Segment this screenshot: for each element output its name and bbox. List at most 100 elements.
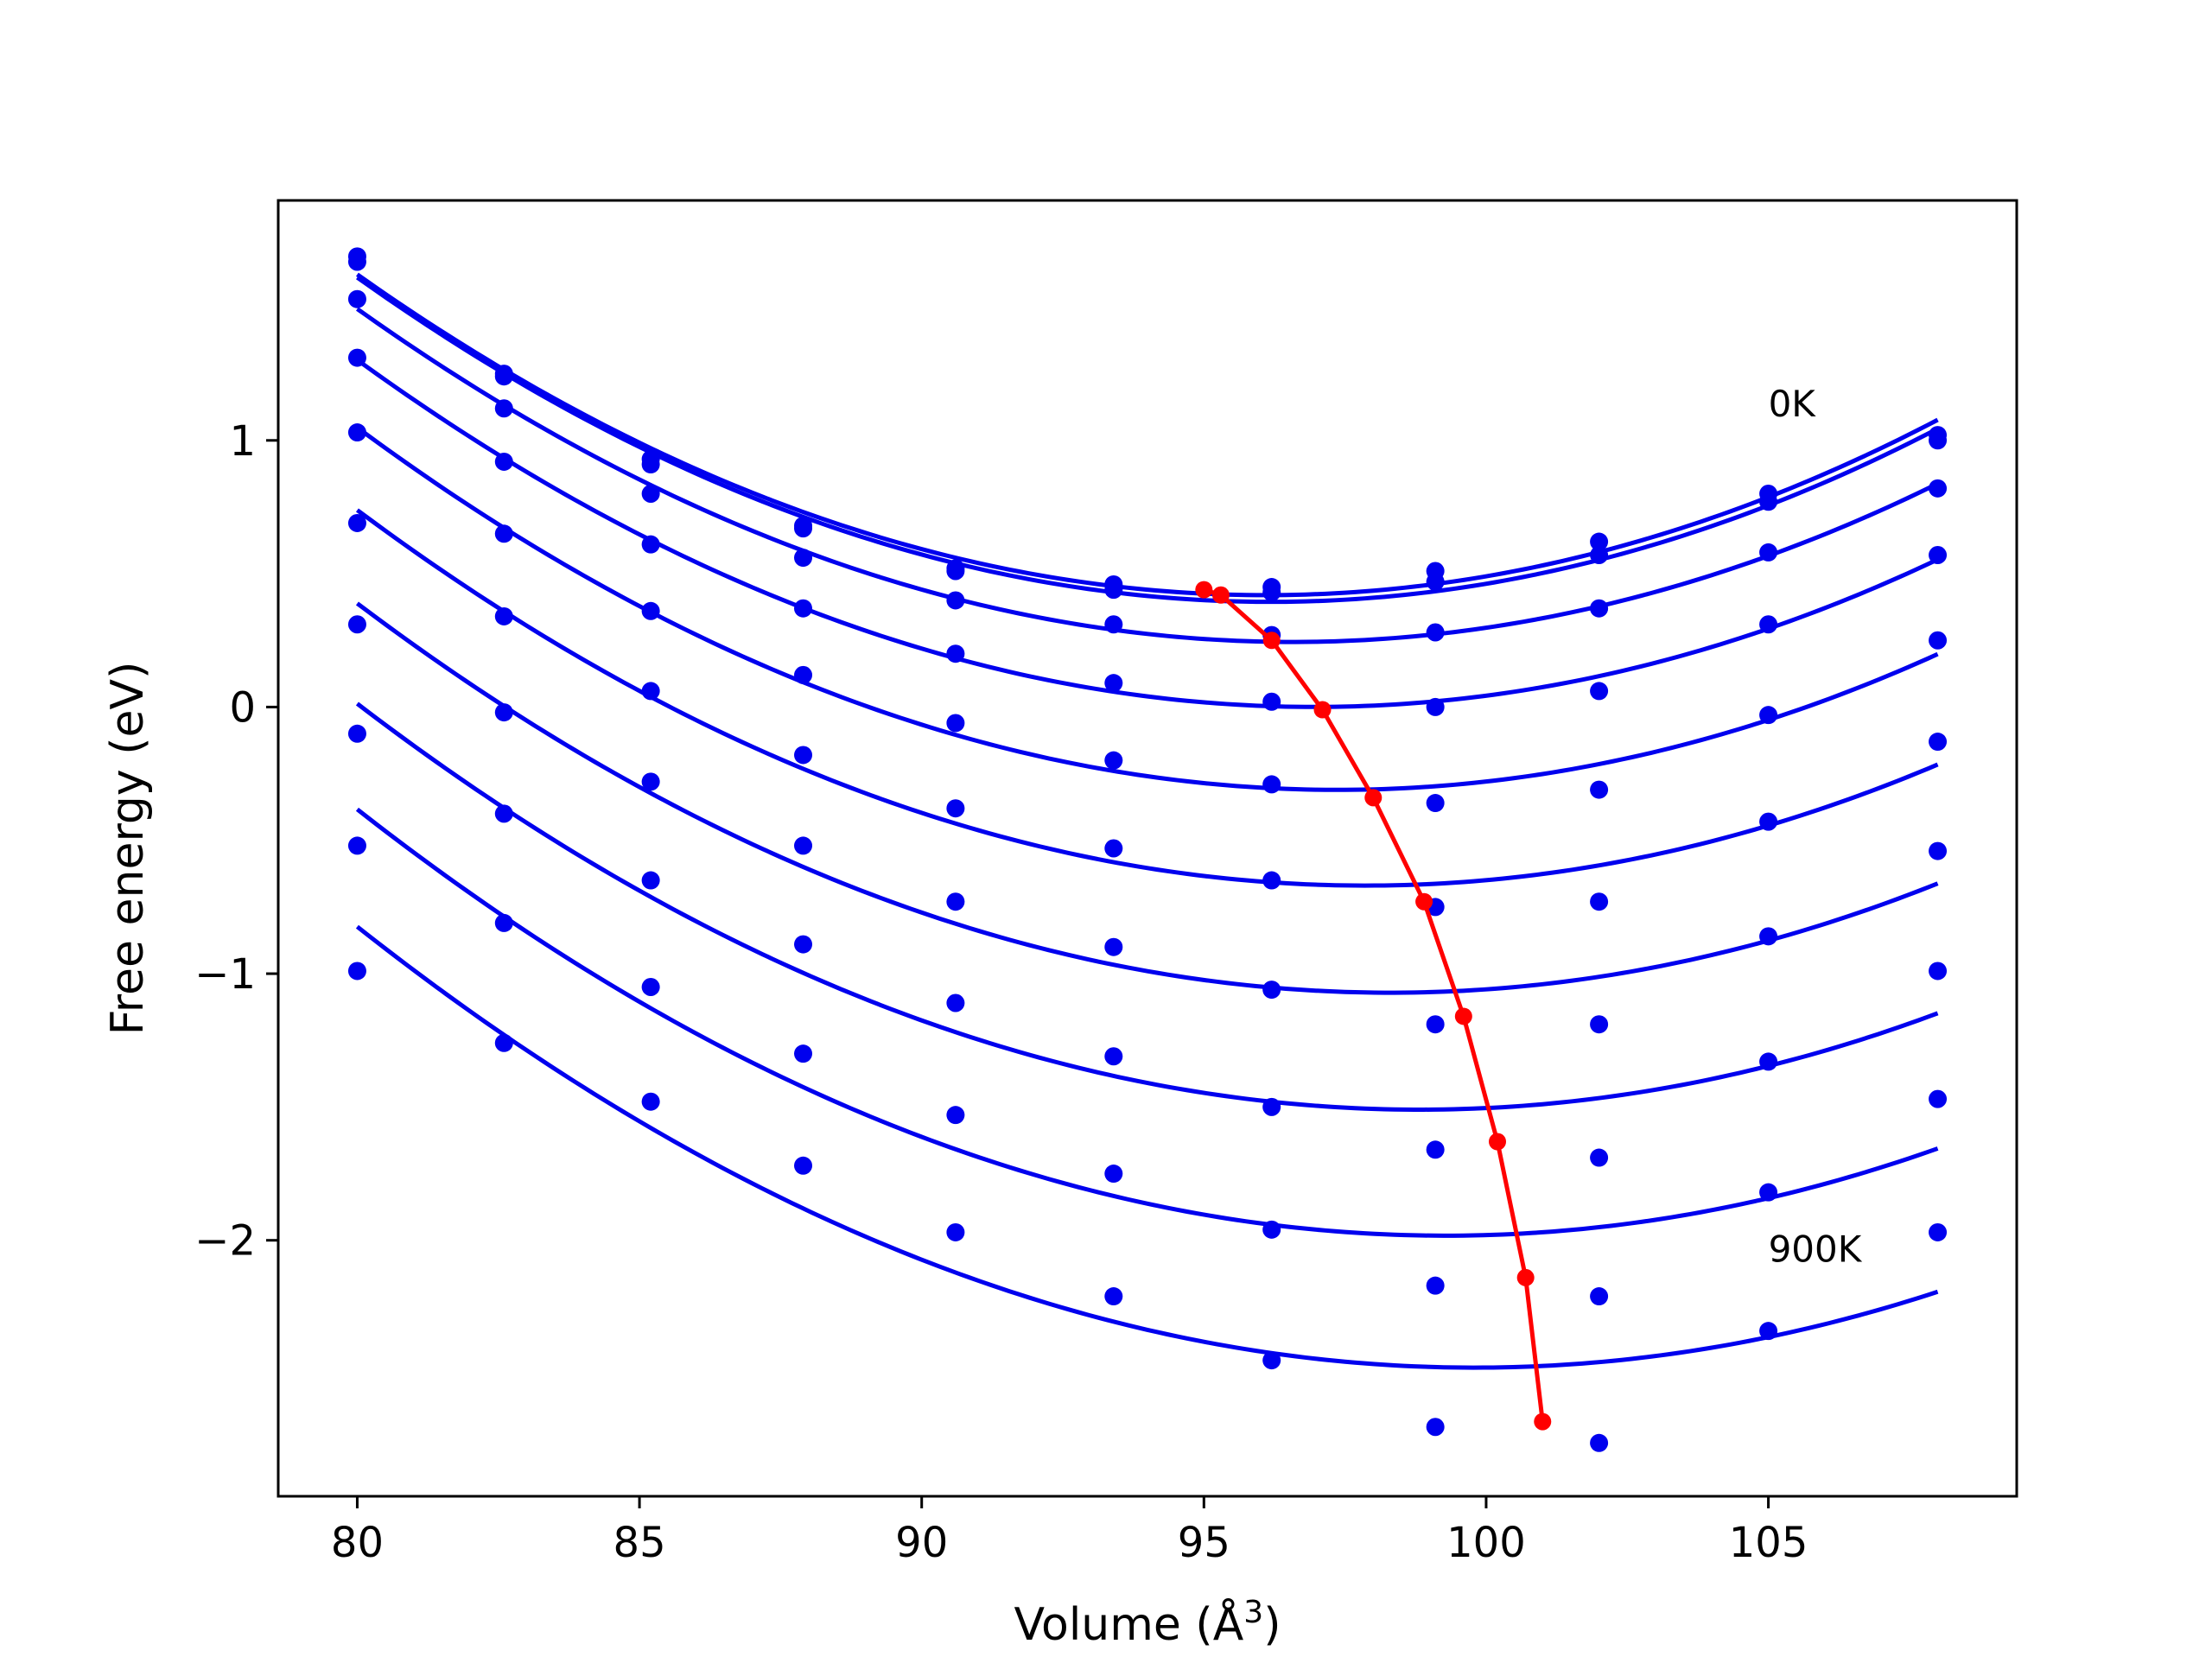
data-point [347,252,366,271]
data-point [1929,1089,1948,1108]
data-point [1590,780,1609,799]
data-point [347,836,366,855]
data-point [1929,733,1948,752]
data-point [1929,545,1948,564]
data-point [641,977,660,996]
fit-curve-300K [355,358,1939,709]
data-point [347,289,366,308]
data-point [1590,1287,1609,1306]
data-point [494,703,513,722]
y-axis-label: Free energy (eV) [102,662,154,1036]
data-point [794,935,813,954]
data-point [794,836,813,855]
data-point [1104,839,1123,858]
data-point [1426,572,1445,591]
data-point [1590,1148,1609,1167]
data-point [1426,1276,1445,1295]
data-point [1104,751,1123,770]
data-point [641,871,660,890]
data-point [641,535,660,554]
data-point [1590,1433,1609,1452]
data-point [1759,1183,1778,1202]
minimum-point [1516,1268,1535,1286]
data-point [347,724,366,743]
x-tick-label: 90 [895,1519,948,1567]
data-point [1104,615,1123,634]
data-point [946,799,965,818]
data-point [946,892,965,911]
data-point [494,606,513,625]
data-point [794,519,813,538]
data-point [1262,871,1281,890]
data-point [946,591,965,610]
minimum-point [1313,701,1332,719]
data-point [1590,892,1609,911]
fit-curve-200K [356,307,1939,644]
fit-curve-900K [355,924,1939,1370]
minimum-point [1454,1007,1472,1025]
data-point [1590,599,1609,618]
data-point [1426,623,1445,642]
annotation-label: 0K [1769,383,1817,425]
fit-curve-600K [355,601,1939,995]
minimum-point [1364,789,1382,807]
data-point [1104,581,1123,600]
data-point [1759,812,1778,831]
data-point [794,549,813,568]
data-point [1590,682,1609,701]
x-tick-label: 85 [613,1519,666,1567]
minimum-point [1195,581,1213,599]
minima-line [1203,587,1545,1422]
data-point [494,399,513,418]
data-point [794,746,813,765]
data-point [1104,1047,1123,1066]
data-point [1929,631,1948,650]
minimum-point [1489,1133,1507,1151]
data-point [641,682,660,701]
fit-curve-100K [356,276,1939,605]
y-tick-label: −1 [194,950,256,999]
data-point [1262,775,1281,794]
data-point [946,644,965,663]
data-point [946,714,965,733]
y-tick-label: 0 [229,683,256,732]
data-point [1759,706,1778,725]
x-axis-ticks: 80 85 90 95 100 105 [331,1496,1808,1567]
data-point [347,513,366,532]
data-point [347,962,366,981]
data-point [494,804,513,823]
data-point [1262,1220,1281,1239]
data-point [1426,697,1445,716]
x-tick-label: 80 [331,1519,384,1567]
data-point [347,348,366,367]
data-point [641,601,660,620]
minimum-point [1415,892,1433,911]
data-point [1929,431,1948,450]
data-point [641,455,660,474]
y-tick-label: −2 [194,1217,256,1266]
data-point [946,1222,965,1241]
data-point [794,1044,813,1063]
data-point [1426,794,1445,813]
data-point [1262,692,1281,711]
data-point [1759,927,1778,946]
data-point [1426,1418,1445,1437]
fit-curve-800K [355,807,1939,1238]
data-point [1426,1140,1445,1159]
data-point [1929,841,1948,860]
data-point [1929,962,1948,981]
data-point [1929,1222,1948,1241]
data-point [1262,1097,1281,1116]
y-axis-ticks: 1 0 −1 −2 [194,417,278,1266]
data-point [1590,1015,1609,1034]
data-point [1426,1015,1445,1034]
data-point [946,562,965,581]
data-point [1262,981,1281,1000]
x-tick-label: 95 [1178,1519,1230,1567]
data-point [1929,479,1948,498]
minimum-point [1534,1412,1552,1431]
annotation-label: 900K [1769,1228,1863,1270]
fit-curve-400K [355,425,1939,792]
